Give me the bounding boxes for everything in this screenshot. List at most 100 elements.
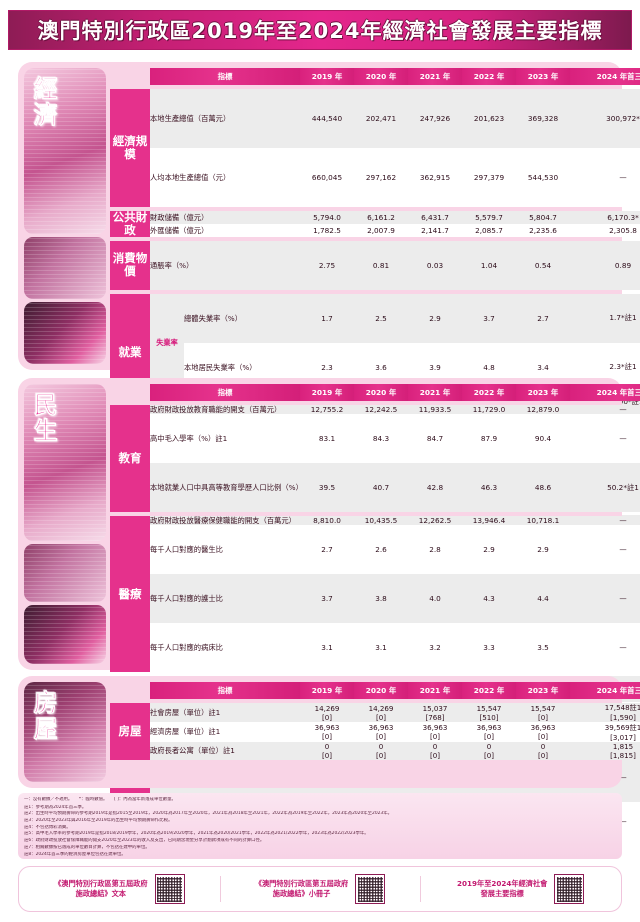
cell-value: 8,810.0 — [300, 516, 354, 526]
section-housing: 房屋 指標 2019 年 2020 年 2021 年 2022 年 2023 年… — [18, 676, 640, 788]
cell-value: 17,548註1 [1,590] — [570, 703, 640, 722]
cell-value: 2.8 — [408, 525, 462, 575]
header-2023: 2023 年 — [516, 682, 570, 699]
cell-value: 0.81 — [354, 240, 408, 290]
header-2024q3: 2024 年首三季 — [570, 384, 640, 401]
cell-value: 2.7 — [516, 293, 570, 343]
footnote-line: 註6：政府財政投放社會保障職能的開支2020年至2023年的收入及支出，已同期含… — [24, 838, 265, 844]
indicator-label: 每千人口對應的病床比 — [150, 623, 300, 673]
cell-value: 2,305.8 — [570, 223, 640, 237]
header-indicator: 指標 — [150, 68, 300, 85]
cell-value: 2.9 — [516, 525, 570, 575]
hero-photo-lanterns — [24, 301, 106, 364]
cell-value: 0 [0] — [300, 742, 354, 760]
cell-value: 444,540 — [300, 89, 354, 148]
header-2022: 2022 年 — [462, 384, 516, 401]
subcategory-label: 失業率 — [150, 293, 184, 392]
cell-value: 6,161.2 — [354, 211, 408, 224]
cell-value: 10,718.1 — [516, 516, 570, 526]
table-row: 就業 失業率 總體失業率（%） 1.7 2.5 2.9 3.7 2.7 1.7*… — [110, 293, 640, 412]
table-economy: 指標 2019 年 2020 年 2021 年 2022 年 2023 年 20… — [110, 68, 640, 528]
hero-photo-skyline — [24, 68, 106, 234]
cell-value: 369,328 — [516, 89, 570, 148]
header-row-living: 指標 2019 年 2020 年 2021 年 2022 年 2023 年 20… — [110, 384, 640, 401]
cell-value: 12,242.5 — [354, 405, 408, 415]
cell-value: 0 [0] — [516, 742, 570, 760]
section-living: 民生 指標 2019 年 2020 年 2021 年 2022 年 2023 年… — [18, 378, 640, 841]
hero-economy: 經濟 — [24, 68, 106, 364]
cell-value: 3.7 — [300, 574, 354, 624]
table-row: 經濟規模 本地生產總值（百萬元） 444,540 202,471 247,926… — [110, 89, 640, 207]
cell-value: 247,926 — [408, 89, 462, 148]
header-row-housing: 指標 2019 年 2020 年 2021 年 2022 年 2023 年 20… — [110, 682, 640, 699]
cell-value: 1.7 — [300, 293, 354, 343]
cell-value: 15,547 [0] — [516, 703, 570, 722]
cell-value: 0.89 — [570, 240, 640, 290]
indicator-label: 人均本地生產總值（元） — [150, 148, 300, 207]
table-row: 消費物價 通脹率（%） 2.75 0.81 0.03 1.04 0.54 0.8… — [110, 240, 640, 290]
cell-value: 14,269 [0] — [354, 703, 408, 722]
qr-label: 《澳門特別行政區第五屆政府 施政總結》文本 — [54, 879, 148, 898]
header-2024q3: 2024 年首三季 — [570, 68, 640, 85]
indicator-label: 每千人口對應的護士比 — [150, 574, 300, 624]
table-row: 經濟房屋（單位）註1 36,963 [0] 36,963 [0] 36,963 [0]… — [110, 722, 640, 742]
cell-value: 84.3 — [354, 414, 408, 464]
cell-value: 90.4 — [516, 414, 570, 464]
cell-value: 3.3 — [462, 623, 516, 673]
group-housing: 房屋 社會房屋（單位）註1 14,269 [0] 14,269 [0] 15,037… — [110, 703, 640, 760]
table-row: 每千人口對應的護士比 3.7 3.8 4.0 4.3 4.4 — 0.7 個千分… — [110, 574, 640, 624]
header-2019: 2019 年 — [300, 384, 354, 401]
cell-value: 42.8 — [408, 463, 462, 513]
qr-links-bar: 《澳門特別行政區第五屆政府 施政總結》文本 《澳門特別行政區第五屆政府 施政總結》小… — [18, 866, 622, 912]
hero-label-living: 民生 — [29, 392, 58, 445]
cell-value: 12,755.2 — [300, 405, 354, 415]
cell-value: 46.3 — [462, 463, 516, 513]
table-row: 每千人口對應的病床比 3.1 3.1 3.2 3.3 3.5 — 0.4 個千分… — [110, 623, 640, 673]
table-row: 政府長者公寓（單位）註1 0 [0] 0 [0] 0 [0] 0 [0] 0 [0] 1,… — [110, 742, 640, 760]
cell-value: 3.2 — [408, 623, 462, 673]
header-indicator: 指標 — [150, 682, 300, 699]
table-row: 人均本地生產總值（元） 660,045 297,162 362,915 297,… — [110, 148, 640, 207]
cell-value: 4.0 — [408, 574, 462, 624]
qr-code-icon[interactable] — [154, 874, 185, 904]
indicator-label: 政府財政投放醫療保健職能的開支（百萬元） — [150, 516, 300, 526]
cell-value: 5,804.7 — [516, 211, 570, 224]
qr-code-icon[interactable] — [554, 874, 585, 904]
qr-item-indicators[interactable]: 2019年至2024年經濟社會 發展主要指標 — [420, 867, 621, 911]
cell-value: 14,269 [0] — [300, 703, 354, 722]
footnote-line: 註2：出生時平均預期壽命的參考期2019年是指2015至2019年，2020年為… — [24, 811, 392, 817]
header-blank — [110, 682, 150, 699]
table-living: 指標 2019 年 2020 年 2021 年 2022 年 2023 年 20… — [110, 384, 640, 841]
cell-value: 36,963 [0] — [462, 722, 516, 742]
qr-item-report-booklet[interactable]: 《澳門特別行政區第五屆政府 施政總結》小冊子 — [219, 867, 421, 911]
hero-photo-crowd — [24, 605, 106, 664]
indicator-label: 通脹率（%） — [150, 240, 300, 290]
category-label: 房屋 — [110, 703, 150, 760]
cell-value: 3.1 — [300, 623, 354, 673]
cell-value: — — [570, 525, 640, 575]
cell-value: 11,729.0 — [462, 405, 516, 415]
header-2020: 2020 年 — [354, 68, 408, 85]
cell-value: 0 [0] — [408, 742, 462, 760]
cell-value: 39.5 — [300, 463, 354, 513]
group-consumer-price: 消費物價 通脹率（%） 2.75 0.81 0.03 1.04 0.54 0.8… — [110, 240, 640, 290]
hero-label-economy: 經濟 — [29, 76, 58, 129]
qr-code-icon[interactable] — [355, 874, 386, 904]
indicator-label: 財政儲備（億元） — [150, 211, 300, 224]
cell-value: 11,933.5 — [408, 405, 462, 415]
header-2019: 2019 年 — [300, 68, 354, 85]
cell-value: 36,963 [0] — [408, 722, 462, 742]
cell-value: 6,170.3* — [570, 211, 640, 224]
section-economy: 經濟 指標 2019 年 2020 年 2021 年 2022 年 2023 年… — [18, 62, 640, 528]
hero-living: 民生 — [24, 384, 106, 664]
cell-value: 2,235.6 — [516, 223, 570, 237]
cell-value: — — [570, 623, 640, 673]
qr-item-report-text[interactable]: 《澳門特別行政區第五屆政府 施政總結》文本 — [19, 867, 220, 911]
cell-value: 3.5 — [516, 623, 570, 673]
header-2020: 2020 年 — [354, 384, 408, 401]
cell-value: 544,530 — [516, 148, 570, 207]
indicator-label: 經濟房屋（單位）註1 — [150, 722, 300, 742]
cell-value: 15,547 [510] — [462, 703, 516, 722]
group-economic-scale: 經濟規模 本地生產總值（百萬元） 444,540 202,471 247,926… — [110, 89, 640, 207]
cell-value: 40.7 — [354, 463, 408, 513]
